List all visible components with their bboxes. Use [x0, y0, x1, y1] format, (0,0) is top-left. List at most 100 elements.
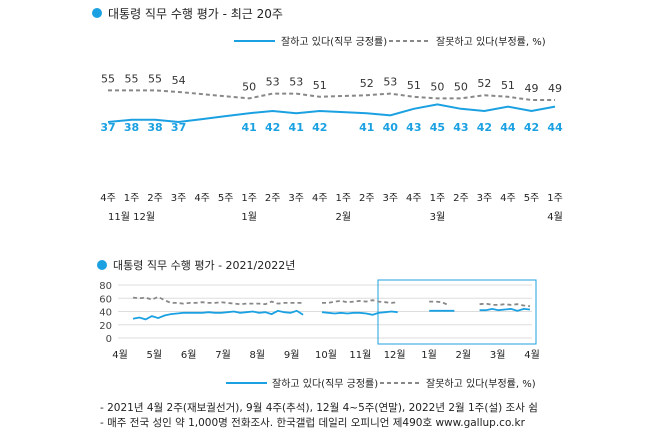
chart2-series-approve-line — [479, 307, 531, 312]
approve-data-label: 42 — [524, 121, 539, 134]
disapprove-data-label: 53 — [266, 76, 280, 89]
approve-data-label: 41 — [242, 121, 257, 134]
chart2-series-disapprove-line — [322, 299, 398, 304]
chart1-x-tick-label: 2주 — [265, 193, 281, 204]
chart2-y-tick-label: 20 — [99, 321, 112, 332]
approve-data-label: 38 — [147, 121, 162, 134]
chart1-x-tick-label: 5주 — [218, 193, 234, 204]
approve-data-label: 38 — [124, 121, 139, 134]
chart2-series-approve-line — [132, 309, 304, 321]
chart2-x-month-label: 3월 — [490, 349, 506, 361]
chart1-x-tick-label: 2주 — [453, 193, 469, 204]
chart1-series-approve-line — [107, 103, 556, 124]
chart1-x-tick-label: 3주 — [171, 193, 187, 204]
chart2-y-tick-label: 80 — [99, 281, 112, 292]
chart2-x-month-label: 11월 — [349, 349, 371, 361]
chart1-month-label: 1월 — [241, 211, 257, 223]
chart2-legend-disapprove-label: 잘못하고 있다(부정률, %) — [426, 377, 536, 390]
chart1-x-tick-label: 2주 — [147, 193, 163, 204]
disapprove-data-label: 52 — [477, 77, 491, 90]
approve-data-label: 42 — [265, 121, 280, 134]
approve-data-label: 42 — [312, 121, 327, 134]
chart1-legend: 잘하고 있다(직무 긍정률) 잘못하고 있다(부정률, %) — [234, 35, 546, 48]
recent-20-weeks-highlight-box — [377, 279, 537, 345]
chart1-x-tick-label: 1주 — [335, 193, 351, 204]
chart1-x-tick-label: 1주 — [124, 193, 140, 204]
disapprove-data-label: 55 — [101, 72, 115, 85]
chart2-series-disapprove-line — [132, 295, 304, 306]
approve-data-label: 37 — [171, 121, 186, 134]
chart1-legend-disapprove-label: 잘못하고 있다(부정률, %) — [436, 35, 546, 48]
disapprove-data-label: 50 — [454, 80, 468, 93]
chart1-x-tick-label: 4주 — [194, 193, 210, 204]
chart1-month-label: 4월 — [547, 211, 563, 223]
recent-20-weeks-chart: 대통령 직무 수행 평가 - 최근 20주 잘하고 있다(직무 긍정률) 잘못하… — [92, 6, 563, 223]
approve-data-label: 43 — [453, 121, 468, 134]
chart1-x-tick-label: 2주 — [359, 193, 375, 204]
chart1-x-tick-label: 3주 — [288, 193, 304, 204]
chart2-y-tick-label: 60 — [99, 294, 112, 305]
disapprove-data-label: 52 — [360, 77, 374, 90]
chart2-x-month-label: 1월 — [421, 349, 437, 361]
approve-data-label: 43 — [406, 121, 421, 134]
chart2-x-month-label: 5월 — [147, 349, 163, 361]
chart2-series-approve-line — [321, 310, 398, 316]
chart2-series-disapprove-line — [429, 300, 449, 306]
chart2-x-month-label: 8월 — [250, 349, 266, 361]
chart1-series-disapprove-line — [108, 89, 555, 101]
disapprove-data-label: 54 — [172, 74, 186, 87]
chart2-x-month-label: 2월 — [456, 349, 472, 361]
disapprove-data-label: 51 — [313, 79, 327, 92]
chart1-x-tick-label: 3주 — [383, 193, 399, 204]
chart2-y-tick-label: 40 — [99, 308, 112, 319]
chart2-x-month-label: 10월 — [315, 349, 337, 361]
chart2-x-month-label: 6월 — [181, 349, 197, 361]
disapprove-data-label: 51 — [501, 79, 515, 92]
chart1-x-tick-label: 4주 — [406, 193, 422, 204]
footnote-source: - 매주 전국 성인 약 1,000명 전화조사. 한국갤럽 데일리 오피니언 … — [100, 417, 525, 429]
approve-data-label: 42 — [477, 121, 492, 134]
chart1-month-label: 3월 — [430, 211, 446, 223]
footnotes: - 2021년 4월 2주(재보궐선거), 9월 4주(추석), 12월 4~5… — [100, 401, 538, 431]
chart2-title: 대통령 직무 수행 평가 - 2021/2022년 — [113, 259, 295, 272]
approve-data-label: 45 — [430, 121, 445, 134]
chart1-x-tick-label: 4주 — [312, 193, 328, 204]
approve-data-label: 37 — [100, 121, 115, 134]
chart2-x-month-label: 9월 — [284, 349, 300, 361]
approve-data-label: 44 — [547, 121, 563, 134]
chart2-x-month-label: 4월 — [524, 349, 540, 361]
chart1-x-tick-label: 1주 — [430, 193, 446, 204]
chart1-legend-approve-label: 잘하고 있다(직무 긍정률) — [281, 35, 387, 48]
approve-data-label: 41 — [359, 121, 374, 134]
footnote-survey-gaps: - 2021년 4월 2주(재보궐선거), 9월 4주(추석), 12월 4~5… — [100, 402, 538, 414]
chart2-y-tick-label: 0 — [106, 334, 112, 345]
chart2-legend-approve-label: 잘하고 있다(직무 긍정률) — [272, 377, 378, 390]
approve-data-label: 40 — [383, 121, 399, 134]
chart1-x-tick-label: 1주 — [241, 193, 257, 204]
chart1-month-label: 11월 12월 — [108, 211, 155, 223]
disapprove-data-label: 51 — [407, 79, 421, 92]
chart1-x-tick-label: 1주 — [547, 193, 563, 204]
chart1-month-label: 2월 — [335, 211, 351, 223]
disapprove-data-label: 49 — [524, 82, 538, 95]
chart1-title: 대통령 직무 수행 평가 - 최근 20주 — [108, 6, 283, 21]
approve-data-label: 41 — [289, 121, 304, 134]
disapprove-data-label: 53 — [289, 76, 303, 89]
title-bullet-icon — [92, 8, 102, 18]
chart2-x-month-label: 4월 — [112, 349, 128, 361]
chart2-x-month-label: 12월 — [384, 349, 406, 361]
chart1-x-tick-label: 4주 — [100, 193, 116, 204]
title-bullet-icon — [97, 260, 107, 270]
approve-data-label: 44 — [500, 121, 516, 134]
chart2-legend: 잘하고 있다(직무 긍정률) 잘못하고 있다(부정률, %) — [226, 377, 536, 390]
disapprove-data-label: 55 — [125, 72, 139, 85]
chart1-x-tick-label: 3주 — [477, 193, 493, 204]
chart1-x-tick-label: 4주 — [500, 193, 516, 204]
chart2-series-disapprove-line — [479, 302, 531, 308]
disapprove-data-label: 55 — [148, 72, 162, 85]
yearly-chart: 대통령 직무 수행 평가 - 2021/2022년 0 20 40 60 80 4월 5월… — [97, 259, 540, 390]
disapprove-data-label: 53 — [383, 76, 397, 89]
disapprove-data-label: 50 — [430, 80, 444, 93]
chart1-x-tick-label: 5주 — [524, 193, 540, 204]
